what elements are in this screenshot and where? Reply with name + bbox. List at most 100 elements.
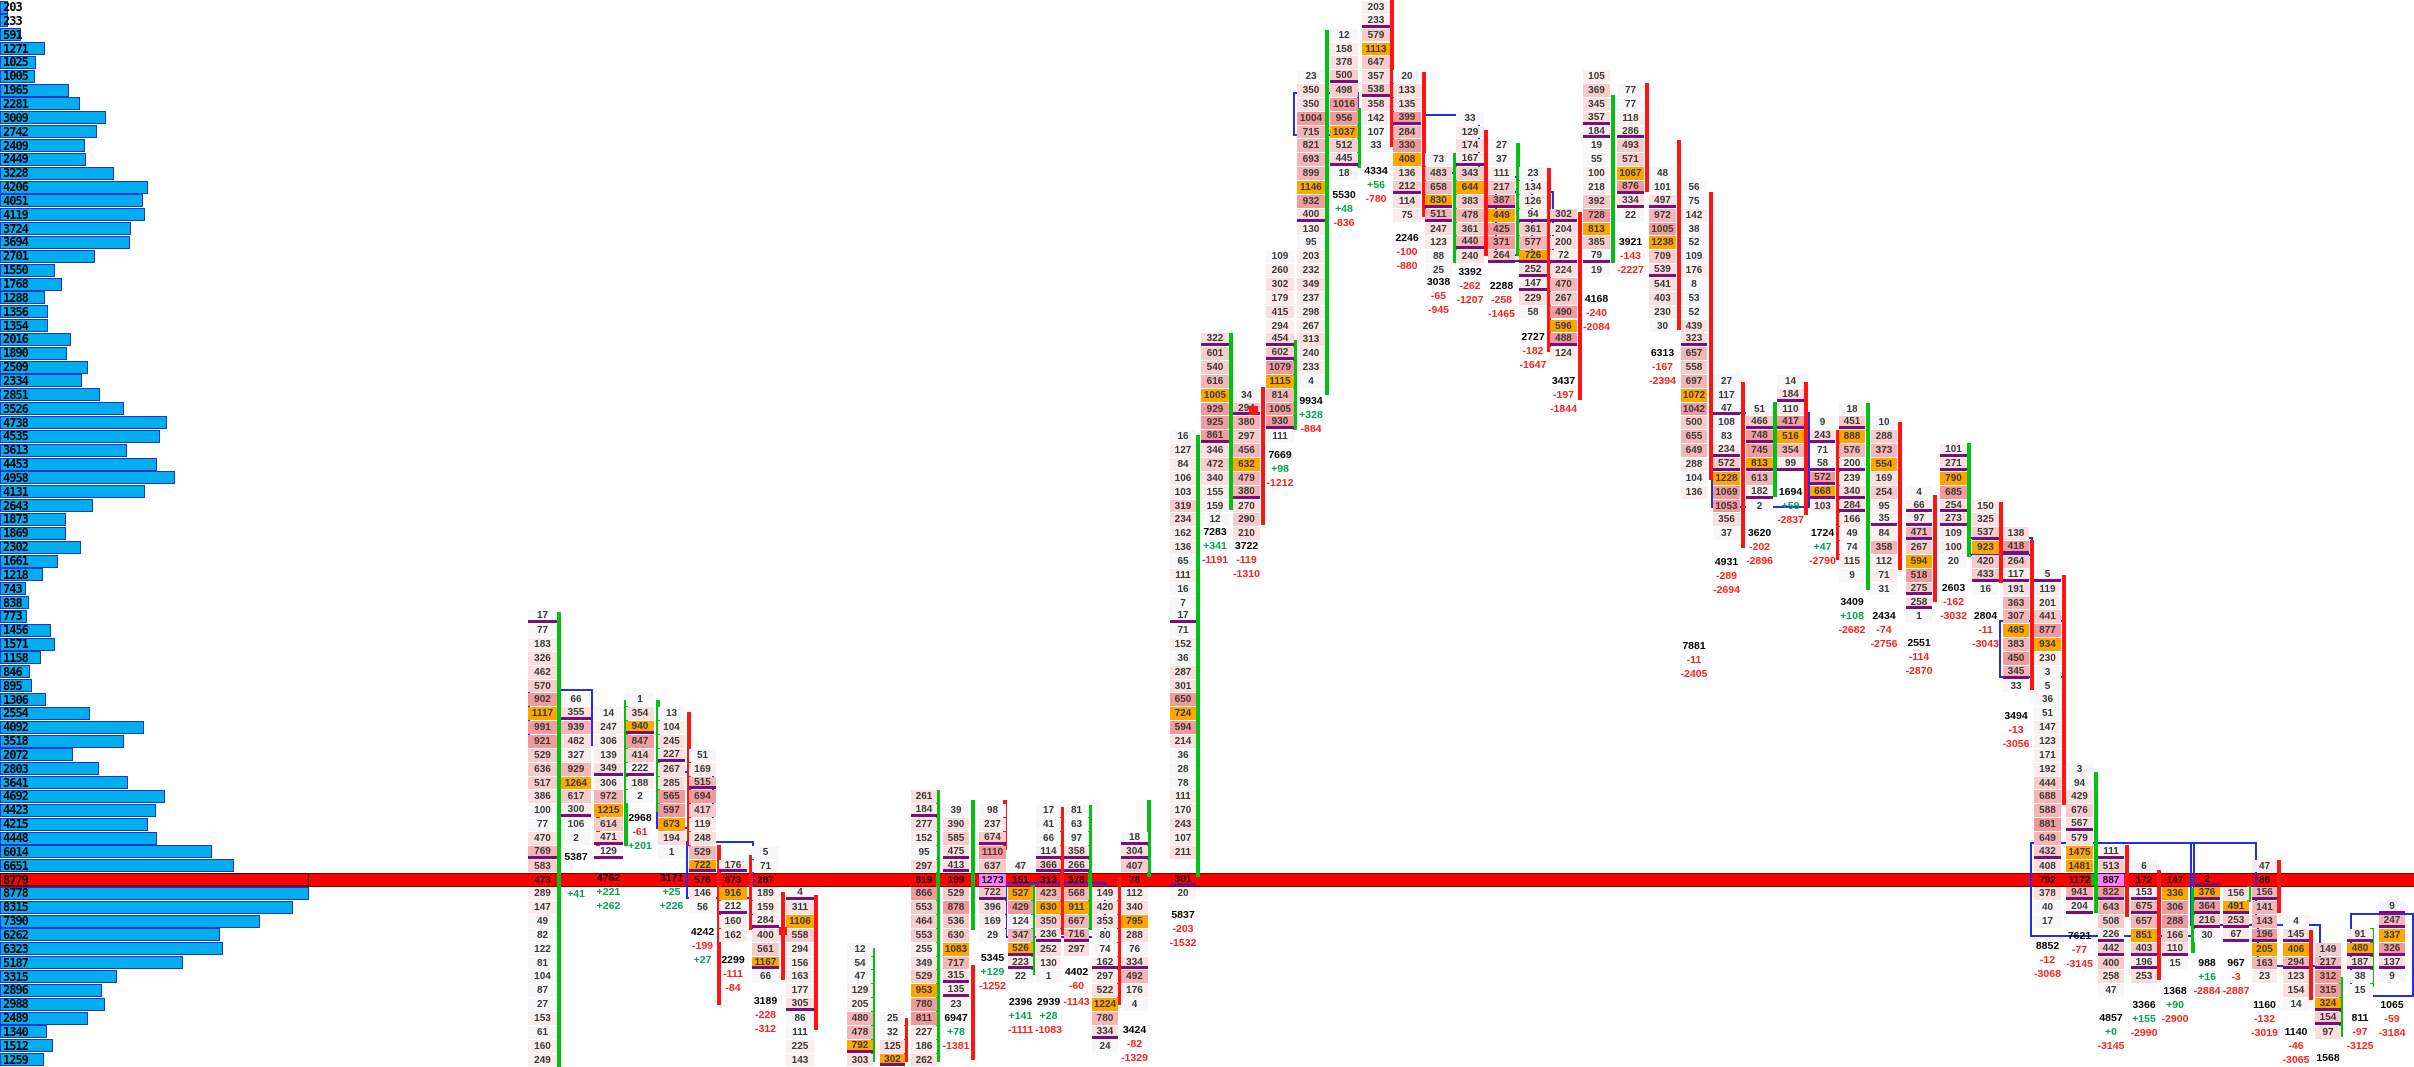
volume-at-price-cell: 480	[2347, 942, 2373, 956]
profile-price-volume-label: 8778	[3, 886, 29, 901]
volume-at-price-cell: 478	[847, 1025, 873, 1039]
profile-bar	[0, 235, 131, 249]
volume-at-price-cell: 5	[2034, 679, 2061, 693]
volume-at-price-cell: 2	[1746, 499, 1773, 513]
volume-at-price-cell: 223	[1008, 956, 1033, 970]
volume-at-price-cell: 940	[626, 721, 654, 734]
volume-at-price-cell: 302	[1550, 208, 1577, 222]
column-total-volume-label: 1368	[2163, 985, 2187, 997]
volume-at-price-cell: 162	[719, 928, 747, 942]
volume-at-price-cell: 302	[880, 1053, 905, 1067]
profile-price-volume-label: 2988	[3, 997, 29, 1012]
volume-at-price-cell: 512	[1330, 139, 1358, 153]
column-delta-label: -61	[632, 826, 648, 838]
volume-at-price-cell: 262	[911, 1053, 937, 1067]
profile-price-volume-label: 1661	[3, 554, 29, 568]
volume-at-price-cell: 67	[2223, 928, 2249, 942]
volume-at-price-cell: 147	[2034, 721, 2061, 734]
volume-at-price-cell: 902	[528, 693, 557, 707]
volume-at-price-cell: 159	[752, 901, 779, 915]
column-delta-label: +56	[1367, 179, 1385, 191]
volume-at-price-cell: 355	[561, 707, 591, 721]
volume-at-price-cell: 406	[2283, 942, 2309, 956]
volume-at-price-cell: 4	[1121, 998, 1148, 1011]
column-total-volume-label: 2246	[1395, 232, 1419, 244]
volume-at-price-cell: 225	[786, 1039, 814, 1053]
volume-at-price-cell: 142	[1362, 111, 1390, 125]
volume-at-price-cell: 594	[1170, 721, 1196, 734]
up-candle-line	[1967, 443, 1971, 557]
volume-at-price-cell: 403	[2131, 942, 2157, 956]
volume-at-price-cell: 554	[1871, 458, 1897, 471]
profile-bar	[0, 180, 149, 194]
profile-price-volume-label: 4215	[3, 817, 29, 832]
volume-at-price-cell: 160	[528, 1039, 557, 1053]
volume-at-price-cell: 252	[1519, 264, 1547, 277]
volume-at-price-cell: 369	[1583, 84, 1610, 97]
volume-at-price-cell: 492	[1121, 970, 1148, 984]
up-candle-line	[1611, 95, 1615, 263]
volume-at-price-cell: 153	[2131, 887, 2157, 901]
volume-at-price-cell: 78	[1128, 874, 1141, 886]
down-candle-line	[1578, 212, 1582, 400]
column-delta-label: -289	[1715, 570, 1737, 582]
column-total-volume-label: 3921	[1618, 236, 1643, 248]
profile-price-volume-label: 838	[3, 595, 23, 610]
volume-at-price-cell: 117	[2003, 568, 2029, 582]
volume-at-price-cell: 588	[2034, 804, 2061, 818]
volume-at-price-cell: 99	[1777, 458, 1804, 471]
column-delta-label: -880	[1396, 260, 1418, 272]
volume-at-price-cell: 307	[2003, 610, 2029, 624]
profile-bar	[0, 139, 85, 152]
down-candle-line	[1933, 495, 1937, 602]
column-delta-label: -199	[691, 940, 713, 952]
volume-at-price-cell: 567	[2066, 818, 2093, 831]
volume-at-price-cell: 529	[528, 748, 557, 762]
down-candle-line	[1422, 72, 1426, 217]
volume-at-price-cell: 114	[1036, 845, 1061, 859]
column-delta-label: +226	[659, 900, 684, 912]
volume-at-price-cell: 18	[1330, 167, 1358, 180]
volume-at-price-cell: 657	[2131, 915, 2157, 928]
column-total-volume-label: 2804	[1973, 610, 1998, 622]
volume-at-price-cell: 508	[2098, 915, 2124, 928]
volume-at-price-cell: 16	[1170, 430, 1196, 444]
up-candle-line	[2094, 772, 2098, 913]
volume-at-price-cell: 297	[1092, 970, 1118, 984]
volume-at-price-cell: 267	[1297, 319, 1325, 333]
volume-at-price-cell: 51	[2034, 707, 2061, 721]
volume-at-price-cell: 1083	[943, 942, 969, 956]
volume-at-price-cell: 541	[1649, 277, 1676, 291]
volume-at-price-cell: 233	[1297, 361, 1325, 374]
column-delta-label: -82	[1126, 1038, 1143, 1050]
volume-at-price-cell: 861	[1201, 430, 1229, 444]
volume-at-price-cell: 194	[658, 831, 685, 845]
volume-at-price-cell: 441	[2034, 610, 2061, 624]
profile-bar	[0, 152, 87, 166]
volume-at-price-cell: 553	[911, 928, 937, 942]
volume-at-price-cell: 3	[2066, 762, 2093, 776]
profile-price-volume-label: 3613	[3, 443, 29, 458]
column-delta-label: -836	[1333, 217, 1355, 229]
volume-at-price-cell: 37	[1713, 527, 1740, 541]
volume-at-price-cell: 643	[2098, 901, 2124, 915]
column-total-volume-label: 6313	[1650, 347, 1675, 359]
up-candle-line	[1325, 30, 1329, 395]
down-candle-line	[1836, 430, 1840, 560]
volume-at-price-cell: 71	[1871, 568, 1897, 582]
up-candle-line	[1866, 403, 1870, 590]
volume-at-price-cell: 217	[1488, 181, 1515, 194]
profile-bar	[0, 166, 114, 180]
column-delta-label: -11	[1686, 654, 1702, 666]
column-total-volume-label: 1694	[1778, 486, 1803, 498]
column-delta-label: -3145	[2097, 1040, 2125, 1052]
column-delta-label: +108	[1840, 610, 1864, 622]
volume-at-price-cell: 80	[1092, 928, 1118, 942]
volume-at-price-cell: 668	[1810, 485, 1835, 499]
down-candle-line	[2309, 930, 2313, 1000]
column-delta-label: -3032	[1940, 610, 1967, 622]
volume-at-price-cell: 442	[2098, 942, 2124, 956]
volume-at-price-cell: 36	[1170, 748, 1196, 762]
volume-at-price-cell: 103	[1170, 485, 1196, 499]
